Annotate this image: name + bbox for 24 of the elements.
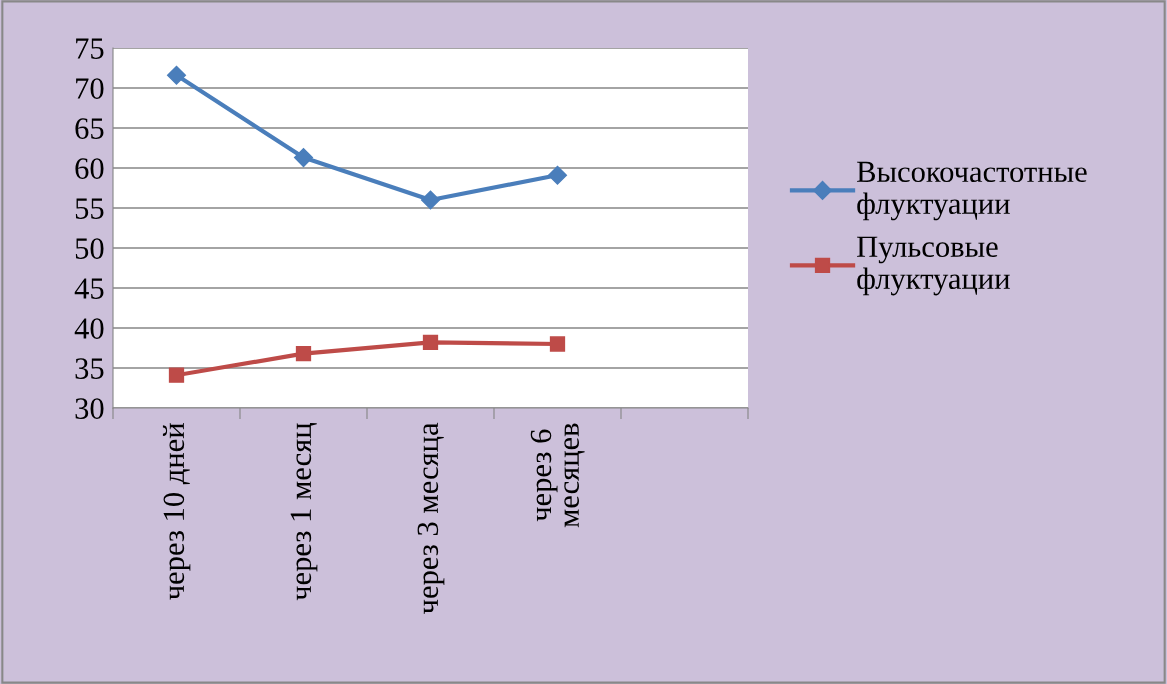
- y-tick-label: 30: [75, 398, 104, 419]
- point: [420, 190, 441, 210]
- point: [293, 148, 314, 168]
- legend-label: Высокочастотные флуктуации: [857, 161, 1087, 221]
- legend-label: Пульсовые флуктуации: [857, 236, 1010, 296]
- y-tick-label: 75: [76, 38, 104, 59]
- y-tick-label: 45: [74, 278, 104, 299]
- y-tick-label: 35: [75, 358, 104, 379]
- point: [295, 345, 312, 362]
- y-tick-label: 40: [74, 318, 104, 339]
- x-tick-label: через 10 дней: [162, 423, 191, 600]
- point: [549, 336, 566, 352]
- x-tick-label: через 6 месяцев: [530, 423, 585, 528]
- point: [168, 367, 185, 383]
- x-tick-label: через 1 месяц: [290, 423, 318, 601]
- x-tick-label: через 3 месяца: [417, 422, 445, 614]
- y-tick-label: 70: [76, 78, 104, 99]
- y-tick-label: 65: [75, 118, 104, 139]
- point: [547, 165, 568, 185]
- y-tick-label: 50: [75, 238, 104, 259]
- point: [422, 334, 439, 351]
- point: [166, 65, 187, 85]
- y-tick-label: 60: [75, 158, 104, 179]
- y-tick-label: 55: [75, 198, 104, 219]
